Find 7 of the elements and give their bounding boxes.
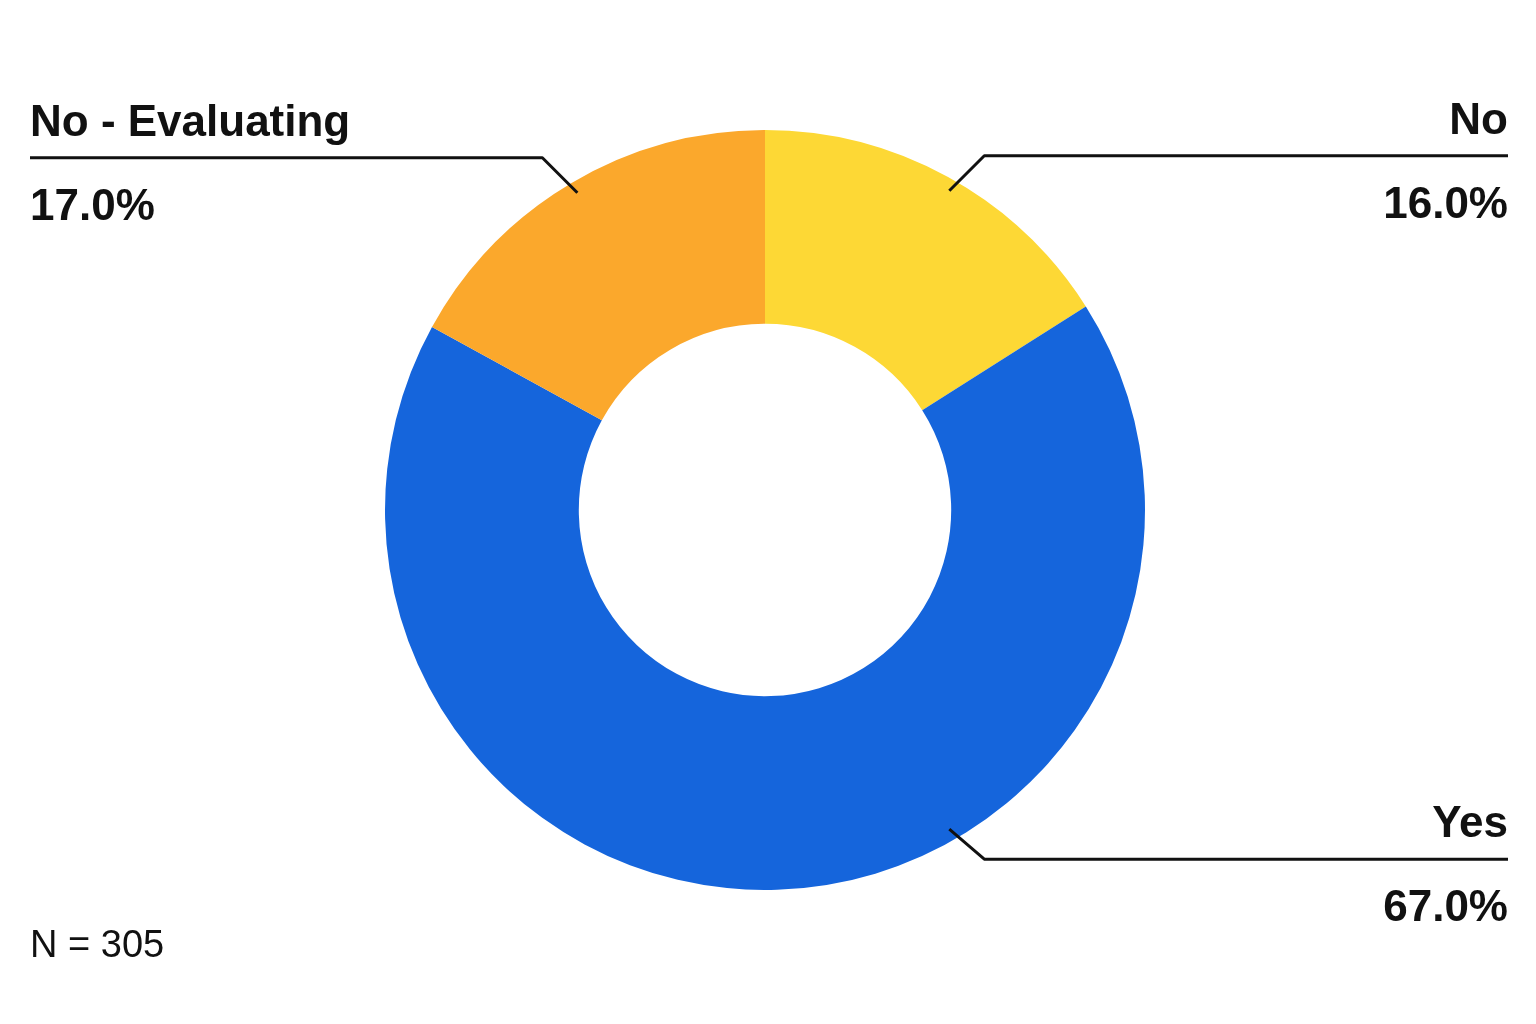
slice-label: No xyxy=(1449,93,1508,143)
data-label: 17.0% xyxy=(30,179,155,229)
slice-label: Yes xyxy=(1432,797,1508,847)
data-label: 16.0% xyxy=(1383,177,1508,227)
text: N = 305 xyxy=(30,923,165,966)
slice-label: No - Evaluating xyxy=(30,95,351,145)
data-label: 67.0% xyxy=(1383,881,1508,931)
